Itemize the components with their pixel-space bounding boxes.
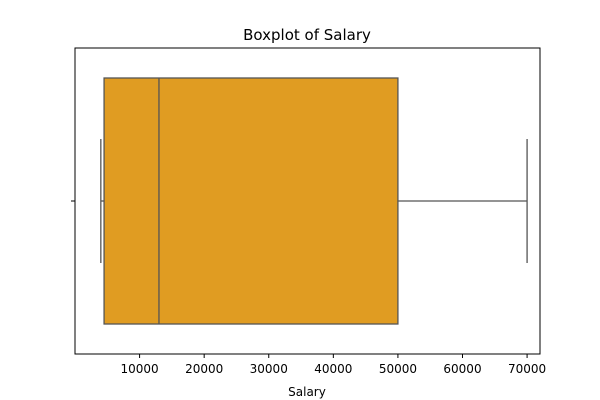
x-axis: 10000 20000 30000 40000 50000 60000 70000 xyxy=(120,354,546,376)
x-tick-label: 60000 xyxy=(443,362,481,376)
x-tick-label: 30000 xyxy=(250,362,288,376)
x-tick-label: 40000 xyxy=(314,362,352,376)
box-iqr xyxy=(103,77,399,325)
x-tick-label: 70000 xyxy=(508,362,546,376)
chart-title: Boxplot of Salary xyxy=(243,26,371,44)
x-tick-label: 20000 xyxy=(185,362,223,376)
box-layer xyxy=(100,77,528,325)
x-axis-label: Salary xyxy=(288,385,326,399)
x-tick-label: 10000 xyxy=(120,362,158,376)
x-tick-label: 50000 xyxy=(379,362,417,376)
